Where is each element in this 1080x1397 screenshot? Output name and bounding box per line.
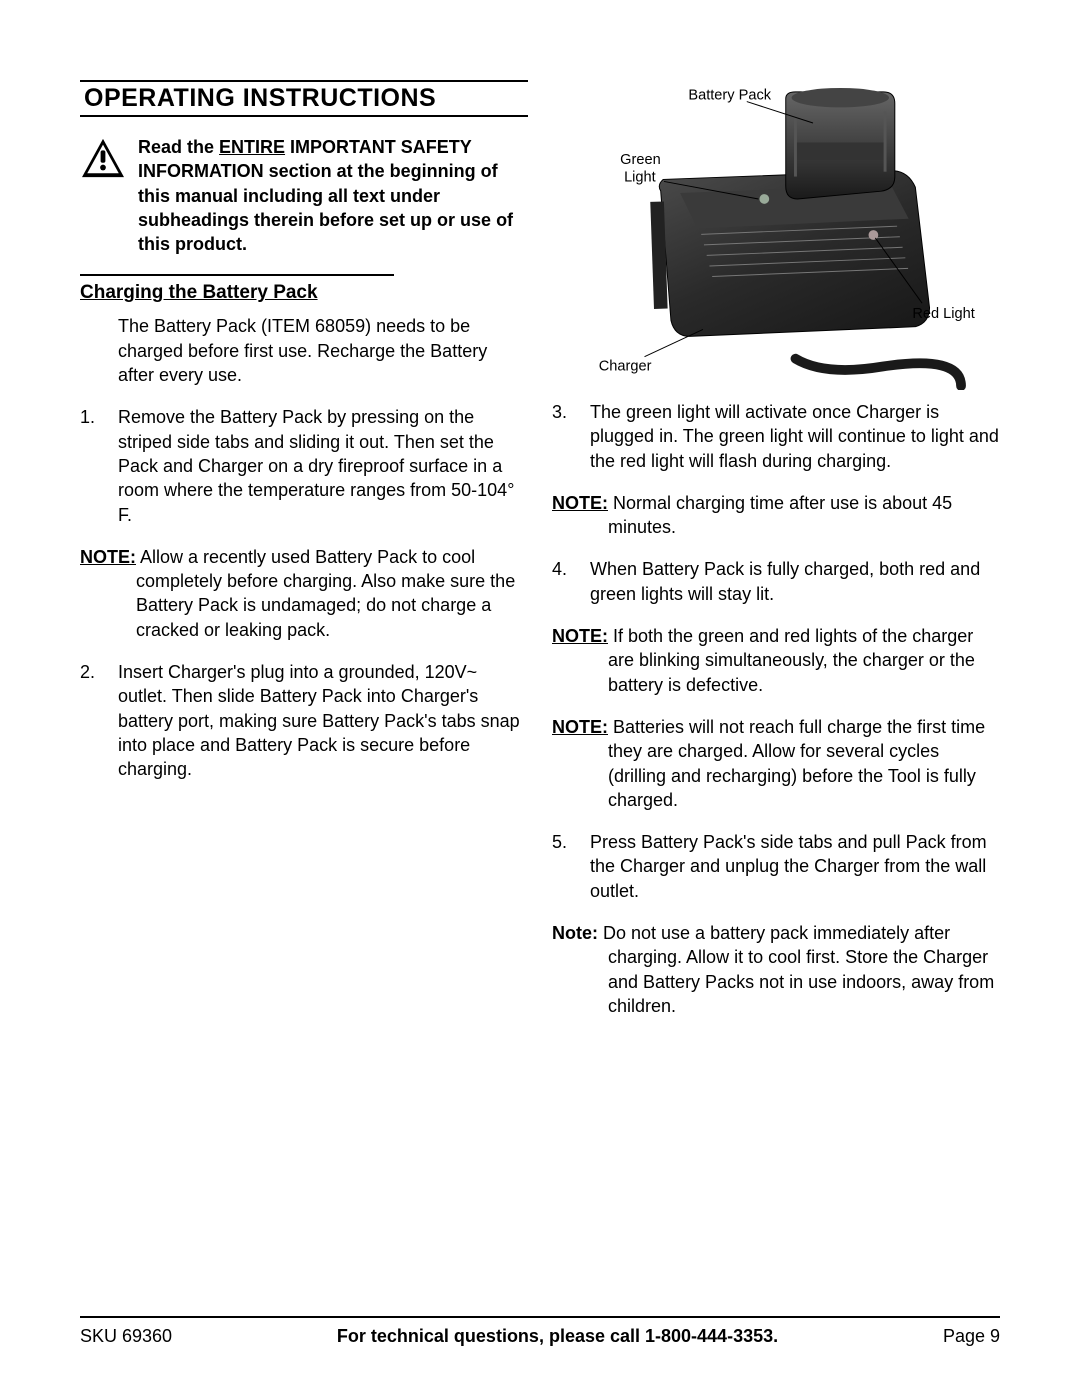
safety-entire: ENTIRE bbox=[219, 137, 285, 157]
diagram-label-battery: Battery Pack bbox=[688, 88, 771, 104]
note-label: NOTE: bbox=[552, 493, 608, 513]
note-body: NOTE: Allow a recently used Battery Pack… bbox=[80, 545, 528, 642]
safety-prefix: Read the bbox=[138, 137, 219, 157]
page-content: OPERATING INSTRUCTIONS Read the ENTIRE I… bbox=[80, 80, 1000, 1036]
right-column: Battery Pack Green Light Red Light Charg… bbox=[552, 80, 1000, 1036]
warning-icon bbox=[80, 137, 126, 184]
list-item: NOTE: If both the green and red lights o… bbox=[552, 624, 1000, 697]
item-body: When Battery Pack is fully charged, both… bbox=[590, 557, 1000, 606]
main-heading: OPERATING INSTRUCTIONS bbox=[80, 80, 528, 117]
note-body: NOTE: Batteries will not reach full char… bbox=[552, 715, 1000, 812]
page-footer: SKU 69360 For technical questions, pleas… bbox=[80, 1316, 1000, 1347]
sub-heading: Charging the Battery Pack bbox=[80, 274, 394, 304]
list-item: 2.Insert Charger's plug into a grounded,… bbox=[80, 660, 528, 781]
note-label: NOTE: bbox=[552, 717, 608, 737]
note-text: Normal charging time after use is about … bbox=[608, 493, 952, 537]
charger-diagram: Battery Pack Green Light Red Light Charg… bbox=[552, 80, 1000, 390]
note-label: NOTE: bbox=[80, 547, 136, 567]
list-item: NOTE: Allow a recently used Battery Pack… bbox=[80, 545, 528, 642]
note-text: If both the green and red lights of the … bbox=[608, 626, 975, 695]
note-text: Batteries will not reach full charge the… bbox=[608, 717, 985, 810]
list-item: 3.The green light will activate once Cha… bbox=[552, 400, 1000, 473]
item-marker: 2. bbox=[80, 660, 118, 781]
list-item: Note: Do not use a battery pack immediat… bbox=[552, 921, 1000, 1018]
diagram-label-green2: Light bbox=[624, 169, 656, 185]
note-label: NOTE: bbox=[552, 626, 608, 646]
item-marker: 5. bbox=[552, 830, 590, 903]
list-item: 1.Remove the Battery Pack by pressing on… bbox=[80, 405, 528, 526]
right-list: 3.The green light will activate once Cha… bbox=[552, 400, 1000, 1018]
safety-block: Read the ENTIRE IMPORTANT SAFETY INFORMA… bbox=[80, 135, 528, 256]
note-text: Allow a recently used Battery Pack to co… bbox=[136, 547, 515, 640]
item-body: The green light will activate once Charg… bbox=[590, 400, 1000, 473]
list-item: NOTE: Normal charging time after use is … bbox=[552, 491, 1000, 540]
item-body: Press Battery Pack's side tabs and pull … bbox=[590, 830, 1000, 903]
note-body: NOTE: If both the green and red lights o… bbox=[552, 624, 1000, 697]
footer-page: Page 9 bbox=[943, 1326, 1000, 1347]
item-marker: 4. bbox=[552, 557, 590, 606]
diagram-label-red: Red Light bbox=[912, 306, 974, 322]
intro-text: The Battery Pack (ITEM 68059) needs to b… bbox=[118, 314, 528, 387]
diagram-label-green1: Green bbox=[620, 152, 661, 168]
item-body: Remove the Battery Pack by pressing on t… bbox=[118, 405, 528, 526]
list-item: 5.Press Battery Pack's side tabs and pul… bbox=[552, 830, 1000, 903]
item-marker: 1. bbox=[80, 405, 118, 526]
note-body: Note: Do not use a battery pack immediat… bbox=[552, 921, 1000, 1018]
left-column: OPERATING INSTRUCTIONS Read the ENTIRE I… bbox=[80, 80, 528, 1036]
footer-phone: For technical questions, please call 1-8… bbox=[337, 1326, 778, 1347]
note-body: NOTE: Normal charging time after use is … bbox=[552, 491, 1000, 540]
item-marker: 3. bbox=[552, 400, 590, 473]
list-item: 4.When Battery Pack is fully charged, bo… bbox=[552, 557, 1000, 606]
footer-sku: SKU 69360 bbox=[80, 1326, 172, 1347]
note-text: Do not use a battery pack immediately af… bbox=[598, 923, 994, 1016]
item-body: Insert Charger's plug into a grounded, 1… bbox=[118, 660, 528, 781]
note-label: Note: bbox=[552, 923, 598, 943]
left-list: 1.Remove the Battery Pack by pressing on… bbox=[80, 405, 528, 781]
diagram-label-charger: Charger bbox=[599, 358, 652, 374]
list-item: NOTE: Batteries will not reach full char… bbox=[552, 715, 1000, 812]
safety-text: Read the ENTIRE IMPORTANT SAFETY INFORMA… bbox=[138, 135, 528, 256]
